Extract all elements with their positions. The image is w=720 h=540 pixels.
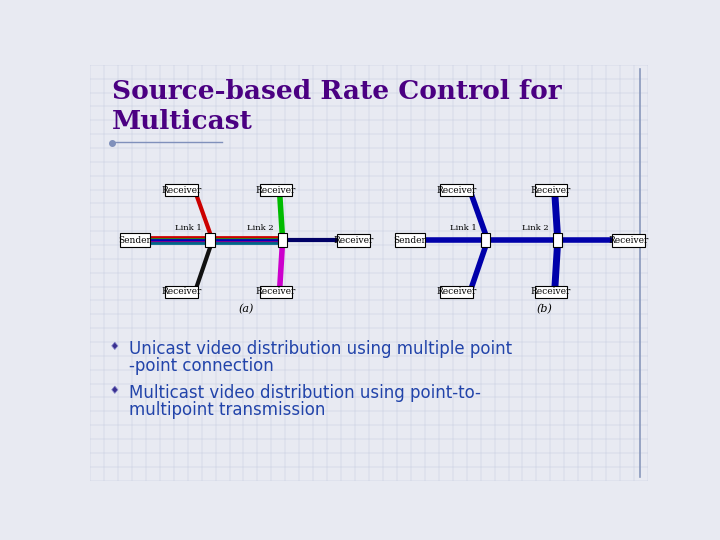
Text: (b): (b) xyxy=(536,305,552,315)
Text: Receiver: Receiver xyxy=(436,186,477,195)
Bar xyxy=(277,233,287,247)
Text: Multicast video distribution using point-to-: Multicast video distribution using point… xyxy=(129,384,481,402)
Bar xyxy=(120,233,150,247)
Text: Receiver: Receiver xyxy=(436,287,477,296)
Bar xyxy=(612,234,645,247)
Text: multipoint transmission: multipoint transmission xyxy=(129,401,325,419)
Text: Receiver: Receiver xyxy=(256,287,296,296)
Text: Multicast: Multicast xyxy=(112,110,253,134)
Text: -point connection: -point connection xyxy=(129,357,274,375)
Bar xyxy=(165,184,198,197)
Text: Link 2: Link 2 xyxy=(247,224,274,232)
Text: Receiver: Receiver xyxy=(531,186,571,195)
Bar xyxy=(260,184,292,197)
Text: Link 1: Link 1 xyxy=(175,224,202,232)
Bar xyxy=(337,234,370,247)
Text: Unicast video distribution using multiple point: Unicast video distribution using multipl… xyxy=(129,340,512,359)
Text: Sender: Sender xyxy=(394,236,426,245)
Text: Receiver: Receiver xyxy=(161,287,202,296)
Bar xyxy=(535,286,567,298)
Bar xyxy=(441,184,473,197)
Bar xyxy=(395,233,425,247)
Text: Source-based Rate Control for: Source-based Rate Control for xyxy=(112,79,562,104)
Text: Receiver: Receiver xyxy=(333,236,374,245)
Bar xyxy=(535,184,567,197)
Text: Receiver: Receiver xyxy=(256,186,296,195)
Bar xyxy=(260,286,292,298)
Text: Sender: Sender xyxy=(119,236,151,245)
Text: (a): (a) xyxy=(238,305,254,315)
Bar xyxy=(441,286,473,298)
Polygon shape xyxy=(112,342,118,349)
Text: Receiver: Receiver xyxy=(608,236,649,245)
Bar xyxy=(481,233,490,247)
Text: Receiver: Receiver xyxy=(531,287,571,296)
Polygon shape xyxy=(112,386,118,394)
Text: Receiver: Receiver xyxy=(161,186,202,195)
Bar xyxy=(205,233,215,247)
Text: Link 1: Link 1 xyxy=(450,224,477,232)
Bar xyxy=(165,286,198,298)
Text: Link 2: Link 2 xyxy=(522,224,549,232)
Bar xyxy=(553,233,562,247)
